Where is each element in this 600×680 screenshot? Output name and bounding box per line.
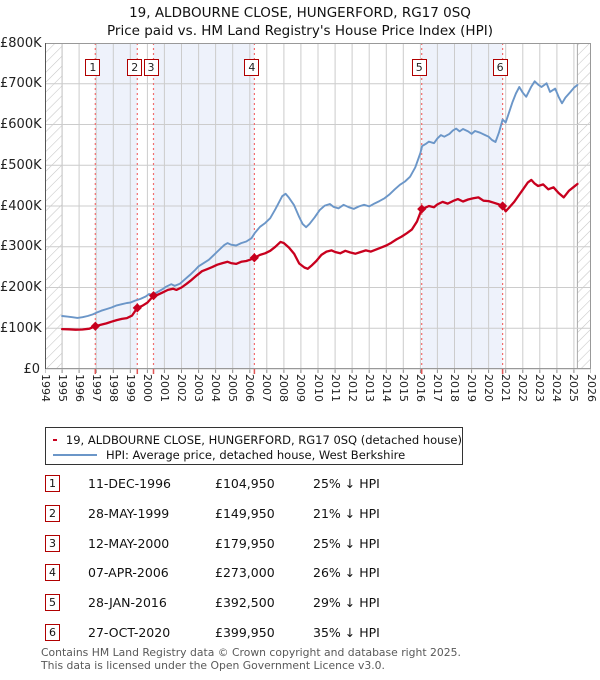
table-row: 3 12-MAY-2000 £179,950 25% ↓ HPI <box>0 528 600 558</box>
y-tick-label: £700K <box>0 76 42 92</box>
x-tick-label: 2000 <box>140 374 154 402</box>
legend-entry-hpi: HPI: Average price, detached house, West… <box>46 447 462 463</box>
y-tick-label: £200K <box>0 280 42 295</box>
x-tick-label: 2012 <box>345 374 359 402</box>
sale-number: 2 <box>45 505 60 523</box>
sale-vs-hpi: 26% ↓ HPI <box>313 565 380 581</box>
x-tick-label: 2018 <box>448 374 461 402</box>
footer-line-2: This data is licensed under the Open Gov… <box>41 658 385 672</box>
x-tick-label: 1997 <box>89 374 103 402</box>
sale-price: £104,950 <box>215 476 275 492</box>
x-tick-label: 1998 <box>106 374 120 402</box>
x-tick-label: 2023 <box>533 374 547 402</box>
sale-price: £399,950 <box>215 624 275 640</box>
table-row: 6 27-OCT-2020 £399,950 35% ↓ HPI <box>0 617 600 647</box>
y-tick-label: £400K <box>0 198 42 214</box>
x-tick-label: 2006 <box>243 374 257 402</box>
x-tick-label: 2014 <box>379 374 393 402</box>
table-row: 2 28-MAY-1999 £149,950 21% ↓ HPI <box>0 499 600 529</box>
sales-history-table: 1 11-DEC-1996 £104,950 25% ↓ HPI 2 28-MAY-199… <box>0 469 600 647</box>
sale-price: £273,000 <box>215 565 275 581</box>
x-tick-label: 2017 <box>430 374 444 402</box>
y-tick-label: £100K <box>0 320 42 336</box>
license-footer: Contains HM Land Registry data © Crown c… <box>41 646 461 673</box>
sale-price: £179,950 <box>215 535 275 551</box>
sale-marker-box-3: 3 <box>143 59 159 76</box>
sale-marker-box-2: 2 <box>127 59 143 76</box>
chart-legend: 19, ALDBOURNE CLOSE, HUNGERFORD, RG17 0S… <box>45 427 463 465</box>
y-tick-label: £300K <box>0 239 42 255</box>
legend-entry-property: 19, ALDBOURNE CLOSE, HUNGERFORD, RG17 0S… <box>46 432 462 448</box>
sale-marker-box-5: 5 <box>411 59 427 76</box>
hpi-line-swatch <box>53 454 97 456</box>
sale-price: £392,500 <box>215 595 275 611</box>
x-tick-label: 2009 <box>294 374 308 402</box>
sale-date: 28-JAN-2016 <box>88 595 167 611</box>
x-tick-label: 2022 <box>516 374 530 402</box>
sale-vs-hpi: 25% ↓ HPI <box>313 535 380 551</box>
x-tick-label: 2021 <box>499 374 513 402</box>
price-history-chart <box>44 42 592 374</box>
sale-number: 1 <box>45 475 60 493</box>
sale-marker-box-4: 4 <box>244 59 260 76</box>
chart-plot-area <box>44 42 592 377</box>
x-tick-label: 2013 <box>362 374 376 402</box>
y-tick-label: £500K <box>0 157 42 173</box>
x-tick-label: 1996 <box>72 374 86 402</box>
sale-date: 07-APR-2006 <box>88 565 169 581</box>
table-row: 4 07-APR-2006 £273,000 26% ↓ HPI <box>0 558 600 588</box>
sale-date: 27-OCT-2020 <box>88 624 171 640</box>
x-tick-label: 2025 <box>567 374 581 402</box>
sale-price: £149,950 <box>215 506 275 522</box>
sale-number: 3 <box>45 534 60 552</box>
x-tick-label: 2026 <box>584 374 598 402</box>
legend-property-label: 19, ALDBOURNE CLOSE, HUNGERFORD, RG17 0S… <box>65 433 462 447</box>
x-tick-label: 2003 <box>192 374 206 402</box>
table-row: 1 11-DEC-1996 £104,950 25% ↓ HPI <box>0 469 600 499</box>
y-axis-labels: £0 £100K £200K £300K £400K £500K £600K £700K £80… <box>0 36 42 377</box>
page-subtitle: Price paid vs. HM Land Registry's House … <box>107 23 493 39</box>
y-tick-label: £600K <box>0 117 42 132</box>
sale-date: 12-MAY-2000 <box>88 535 170 551</box>
x-tick-label: 1994 <box>38 374 52 402</box>
x-tick-label: 2002 <box>175 374 188 402</box>
x-tick-label: 2010 <box>311 374 325 402</box>
sale-date: 11-DEC-1996 <box>88 476 171 492</box>
property-line-swatch <box>53 439 57 441</box>
x-tick-label: 1995 <box>55 374 69 402</box>
sale-number: 5 <box>45 594 60 612</box>
footer-line-1: Contains HM Land Registry data © Crown c… <box>41 646 461 659</box>
y-tick-label: £800K <box>0 35 42 51</box>
sale-marker-box-6: 6 <box>492 59 508 76</box>
legend-hpi-label: HPI: Average price, detached house, West… <box>106 448 406 462</box>
page-title: 19, ALDBOURNE CLOSE, HUNGERFORD, RG17 0S… <box>129 5 471 21</box>
x-tick-label: 1999 <box>123 374 137 402</box>
sale-number: 4 <box>45 564 60 582</box>
sale-vs-hpi: 25% ↓ HPI <box>313 476 380 492</box>
sale-vs-hpi: 29% ↓ HPI <box>313 595 380 611</box>
sale-vs-hpi: 35% ↓ HPI <box>313 624 380 640</box>
x-tick-label: 2005 <box>226 374 240 402</box>
x-tick-label: 2015 <box>396 374 410 402</box>
x-tick-label: 2008 <box>277 374 291 402</box>
x-tick-label: 2011 <box>328 374 342 402</box>
table-row: 5 28-JAN-2016 £392,500 29% ↓ HPI <box>0 588 600 618</box>
x-tick-label: 2016 <box>413 374 427 402</box>
sale-number: 6 <box>45 623 60 641</box>
x-tick-label: 2024 <box>550 374 564 402</box>
sale-date: 28-MAY-1999 <box>88 506 170 522</box>
x-tick-label: 2007 <box>260 374 274 402</box>
sale-vs-hpi: 21% ↓ HPI <box>313 506 380 522</box>
x-tick-label: 2020 <box>482 374 496 402</box>
x-tick-label: 2001 <box>157 374 171 402</box>
x-tick-label: 2019 <box>465 374 479 402</box>
x-tick-label: 2004 <box>209 374 223 402</box>
sale-marker-box-1: 1 <box>85 59 101 76</box>
y-tick-label: £0 <box>23 361 40 377</box>
